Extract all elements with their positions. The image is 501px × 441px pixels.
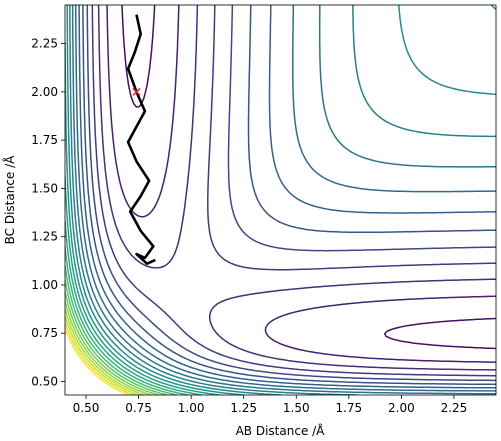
- x-tick-label: 1.25: [230, 401, 257, 415]
- contour-line: [65, 290, 160, 395]
- contour-line: [106, 5, 496, 363]
- x-tick-label: 2.25: [441, 401, 468, 415]
- x-tick-label: 0.75: [125, 401, 152, 415]
- trajectory: [126, 14, 156, 265]
- x-tick-label: 0.50: [73, 401, 100, 415]
- contour-line: [65, 5, 496, 395]
- contour-line: [86, 5, 496, 382]
- x-axis: 0.50 0.75 1.00 1.25 1.50 1.75 2.00 2.25: [73, 395, 468, 415]
- y-axis: 0.50 0.75 1.00 1.25 1.50 1.75 2.00 2.25: [31, 37, 65, 388]
- contour-line: [65, 279, 168, 395]
- contour-line: [66, 5, 496, 395]
- contour-line: [121, 5, 496, 350]
- trajectory-path: [126, 14, 156, 265]
- contour-line: [65, 246, 189, 395]
- contour-line: [91, 5, 496, 377]
- contour-line: [82, 5, 496, 386]
- y-tick-label: 1.75: [31, 133, 58, 147]
- x-tick-label: 1.00: [178, 401, 205, 415]
- y-tick-label: 0.75: [31, 326, 58, 340]
- contour-line: [65, 220, 203, 395]
- contour-lines: [65, 5, 496, 395]
- contour-line: [69, 5, 496, 395]
- y-tick-label: 1.00: [31, 278, 58, 292]
- y-tick-label: 1.50: [31, 181, 58, 195]
- contour-line: [65, 265, 178, 395]
- contour-line: [65, 308, 146, 395]
- x-tick-label: 1.50: [283, 401, 310, 415]
- y-tick-label: 0.50: [31, 374, 58, 388]
- y-tick-label: 2.25: [31, 37, 58, 51]
- contour-line: [71, 5, 496, 395]
- contour-line: [97, 5, 496, 371]
- y-tick-label: 2.00: [31, 85, 58, 99]
- x-tick-label: 1.75: [335, 401, 362, 415]
- contour-line: [74, 5, 496, 392]
- contour-line: [65, 327, 129, 395]
- contour-line: [65, 322, 134, 395]
- contour-line: [65, 300, 152, 395]
- contour-line: [65, 315, 140, 395]
- start-marker-stroke: [132, 87, 141, 96]
- x-axis-label: AB Distance /Å: [236, 423, 326, 438]
- contour-line: [65, 175, 221, 395]
- y-axis-label: BC Distance /Å: [2, 155, 17, 245]
- plot-frame: [64, 4, 497, 396]
- start-marker: [132, 87, 141, 96]
- contour-line: [78, 5, 496, 389]
- x-tick-label: 2.00: [388, 401, 415, 415]
- y-tick-label: 1.25: [31, 230, 58, 244]
